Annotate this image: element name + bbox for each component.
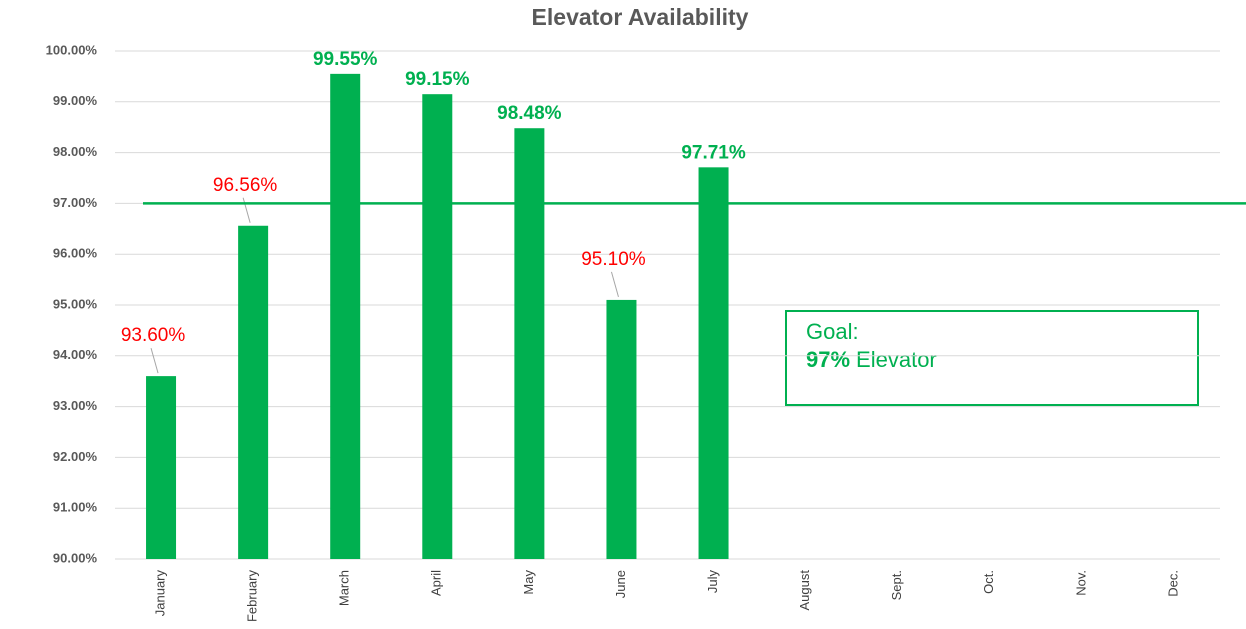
x-tick-label: January	[152, 570, 167, 617]
bar	[514, 128, 545, 559]
y-tick-label: 97.00%	[53, 195, 98, 210]
goal-box	[785, 310, 1199, 406]
leader-line	[150, 347, 159, 374]
x-tick-label: March	[337, 570, 352, 606]
x-tick-label: Oct.	[981, 570, 996, 594]
x-tick-label: July	[705, 570, 720, 594]
value-label: 97.71%	[681, 142, 746, 163]
value-label: 98.48%	[497, 103, 562, 124]
x-tick-label: Nov.	[1073, 570, 1088, 596]
x-tick-label: May	[521, 570, 536, 595]
bar	[698, 167, 729, 559]
x-tick-label: Sept.	[889, 570, 904, 600]
y-tick-label: 96.00%	[53, 246, 98, 261]
bar	[422, 94, 453, 560]
y-tick-label: 99.00%	[53, 93, 98, 108]
bar	[330, 73, 361, 560]
y-tick-label: 90.00%	[53, 550, 98, 565]
bar	[606, 299, 637, 559]
leader-line	[610, 271, 619, 298]
goal-value: 97%	[806, 347, 850, 372]
bar	[238, 225, 269, 559]
y-tick-label: 98.00%	[53, 144, 98, 159]
x-tick-label: April	[429, 570, 444, 596]
leader-line	[242, 197, 251, 223]
y-tick-label: 93.00%	[53, 398, 98, 413]
y-tick-label: 94.00%	[53, 347, 98, 362]
chart-title: Elevator Availability	[532, 4, 749, 30]
value-label: 99.55%	[313, 49, 378, 70]
y-tick-label: 100.00%	[46, 42, 98, 57]
x-tick-label: Dec.	[1165, 570, 1180, 597]
y-tick-label: 95.00%	[53, 296, 98, 311]
x-tick-label: February	[245, 570, 260, 623]
y-tick-label: 92.00%	[53, 449, 98, 464]
goal-text: 97% Elevator	[806, 347, 937, 372]
value-label: 99.15%	[405, 69, 470, 90]
x-tick-label: August	[797, 570, 812, 611]
bar	[146, 376, 177, 559]
goal-title: Goal:	[806, 319, 859, 344]
y-tick-label: 91.00%	[53, 500, 98, 515]
goal-label: Elevator	[856, 347, 937, 372]
x-tick-label: June	[613, 570, 628, 598]
value-label: 96.56%	[213, 175, 278, 196]
value-label: 95.10%	[581, 249, 646, 270]
value-label: 93.60%	[121, 325, 186, 346]
